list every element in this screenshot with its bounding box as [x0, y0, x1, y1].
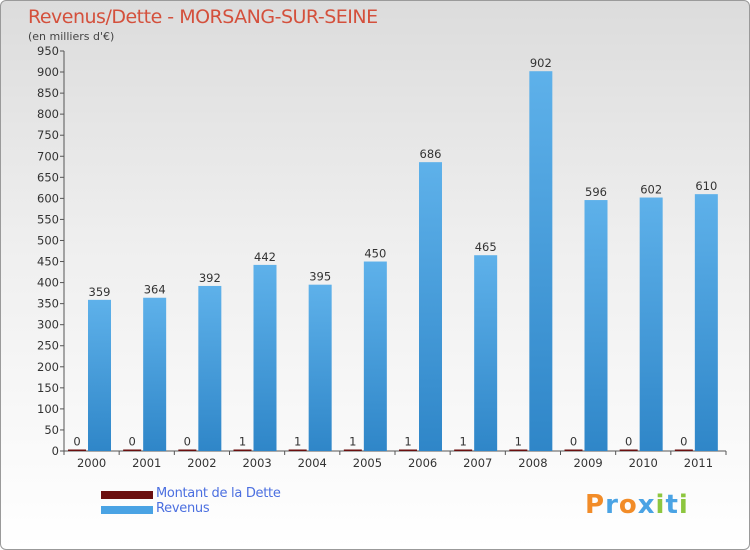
bar-dette-2007	[454, 449, 473, 451]
legend-swatch-dette	[101, 491, 153, 499]
y-tick-label: 0	[52, 444, 59, 458]
label-revenus-2001: 364	[144, 283, 166, 297]
x-tick-label-2009: 2009	[573, 456, 602, 470]
label-dette-2006: 1	[404, 435, 411, 449]
proxiti-logo: Proxiti	[585, 490, 689, 520]
bar-dette-2004	[288, 449, 307, 451]
logo-letter: t	[665, 490, 679, 520]
label-revenus-2007: 465	[475, 240, 497, 254]
x-tick-label-2005: 2005	[353, 456, 382, 470]
y-tick-label: 350	[37, 297, 59, 311]
bar-revenus-2005	[363, 261, 387, 451]
y-tick-label: 600	[37, 191, 59, 205]
label-revenus-2000: 359	[89, 285, 111, 299]
x-tick-label-2007: 2007	[463, 456, 492, 470]
bar-dette-2008	[509, 449, 528, 451]
y-tick-label: 200	[37, 360, 59, 374]
x-tick-label-2001: 2001	[132, 456, 161, 470]
label-dette-2001: 0	[129, 435, 136, 449]
label-revenus-2005: 450	[364, 247, 386, 261]
label-dette-2007: 1	[460, 435, 467, 449]
y-tick-label: 550	[37, 212, 59, 226]
bar-revenus-2002	[198, 285, 222, 451]
bar-dette-2005	[343, 449, 362, 451]
y-tick-label: 500	[37, 233, 59, 247]
legend-swatch-revenus	[101, 506, 153, 514]
bar-revenus-2008	[529, 71, 553, 452]
x-tick-label-2000: 2000	[77, 456, 106, 470]
bar-dette-2009	[564, 449, 583, 451]
bar-revenus-2001	[143, 297, 167, 451]
bar-revenus-2000	[88, 299, 111, 451]
logo-letter: P	[585, 490, 606, 520]
label-revenus-2010: 602	[640, 183, 662, 197]
bar-revenus-2004	[308, 284, 332, 451]
logo-letter: x	[637, 490, 656, 520]
x-tick-label-2003: 2003	[242, 456, 271, 470]
logo-letter: i	[655, 490, 666, 520]
y-tick-label: 900	[37, 65, 59, 79]
y-tick-label: 450	[37, 255, 59, 269]
label-dette-2004: 1	[294, 435, 301, 449]
bar-revenus-2011	[694, 194, 718, 451]
label-dette-2010: 0	[625, 435, 632, 449]
label-revenus-2006: 686	[420, 147, 442, 161]
bar-dette-2010	[619, 449, 638, 451]
y-tick-label: 650	[37, 170, 59, 184]
y-tick-label: 100	[37, 402, 59, 416]
label-revenus-2009: 596	[585, 185, 607, 199]
label-dette-2008: 1	[515, 435, 522, 449]
x-tick-label-2004: 2004	[298, 456, 327, 470]
x-tick-label-2010: 2010	[629, 456, 658, 470]
bar-revenus-2006	[419, 162, 442, 451]
x-tick-label-2011: 2011	[684, 456, 713, 470]
bar-dette-2001	[123, 449, 142, 451]
y-tick-label: 400	[37, 276, 59, 290]
bar-dette-2002	[178, 449, 197, 451]
chart-title: Revenus/Dette - MORSANG-SUR-SEINE	[28, 6, 378, 28]
label-revenus-2002: 392	[199, 271, 221, 285]
bar-dette-2006	[399, 449, 417, 451]
bar-revenus-2007	[474, 255, 498, 451]
label-revenus-2004: 395	[309, 270, 331, 284]
bar-revenus-2010	[639, 197, 663, 451]
label-dette-2000: 0	[73, 435, 80, 449]
y-tick-label: 800	[37, 107, 59, 121]
label-dette-2009: 0	[570, 435, 577, 449]
y-tick-label: 700	[37, 149, 59, 163]
y-tick-label: 750	[37, 128, 59, 142]
logo-letter: o	[618, 490, 638, 520]
label-dette-2003: 1	[239, 435, 246, 449]
label-revenus-2003: 442	[254, 250, 276, 264]
bar-dette-2003	[233, 449, 252, 451]
legend-label-dette: Montant de la Dette	[156, 486, 281, 501]
label-dette-2011: 0	[680, 435, 687, 449]
label-revenus-2011: 610	[695, 179, 717, 193]
bar-dette-2011	[674, 449, 693, 451]
y-tick-label: 250	[37, 339, 59, 353]
bar-revenus-2003	[253, 264, 277, 451]
x-tick-label-2002: 2002	[187, 456, 216, 470]
bar-revenus-2009	[584, 200, 608, 451]
y-tick-label: 850	[37, 86, 59, 100]
y-tick-label: 150	[37, 381, 59, 395]
bar-dette-2000	[68, 449, 86, 451]
chart-subtitle: (en milliers d'€)	[28, 30, 115, 43]
label-dette-2002: 0	[184, 435, 191, 449]
legend-label-revenus: Revenus	[156, 501, 210, 516]
logo-letter: i	[678, 490, 689, 520]
y-tick-label: 950	[37, 44, 59, 58]
label-dette-2005: 1	[349, 435, 356, 449]
label-revenus-2008: 902	[530, 56, 552, 70]
y-tick-label: 300	[37, 318, 59, 332]
logo-letter: r	[605, 490, 619, 520]
x-tick-label-2006: 2006	[408, 456, 437, 470]
x-tick-label-2008: 2008	[518, 456, 547, 470]
y-tick-label: 50	[44, 423, 59, 437]
